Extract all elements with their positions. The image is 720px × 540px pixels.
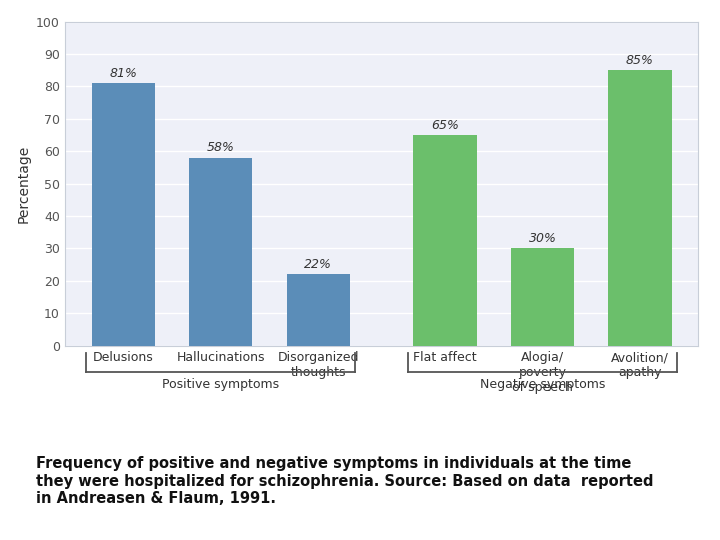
Text: Positive symptoms: Positive symptoms bbox=[162, 378, 279, 392]
Bar bbox=[413, 135, 477, 346]
Text: 65%: 65% bbox=[431, 119, 459, 132]
Text: 81%: 81% bbox=[109, 67, 138, 80]
Bar bbox=[189, 158, 253, 346]
Bar bbox=[91, 83, 155, 346]
Text: 22%: 22% bbox=[305, 258, 332, 271]
Y-axis label: Percentage: Percentage bbox=[17, 145, 30, 222]
Bar bbox=[608, 70, 672, 346]
Text: Frequency of positive and negative symptoms in individuals at the time
they were: Frequency of positive and negative sympt… bbox=[36, 456, 654, 506]
Text: 30%: 30% bbox=[528, 232, 557, 245]
Bar bbox=[287, 274, 350, 346]
Text: 85%: 85% bbox=[626, 54, 654, 67]
Bar bbox=[510, 248, 574, 346]
Text: 58%: 58% bbox=[207, 141, 235, 154]
Text: Negative symptoms: Negative symptoms bbox=[480, 378, 605, 392]
